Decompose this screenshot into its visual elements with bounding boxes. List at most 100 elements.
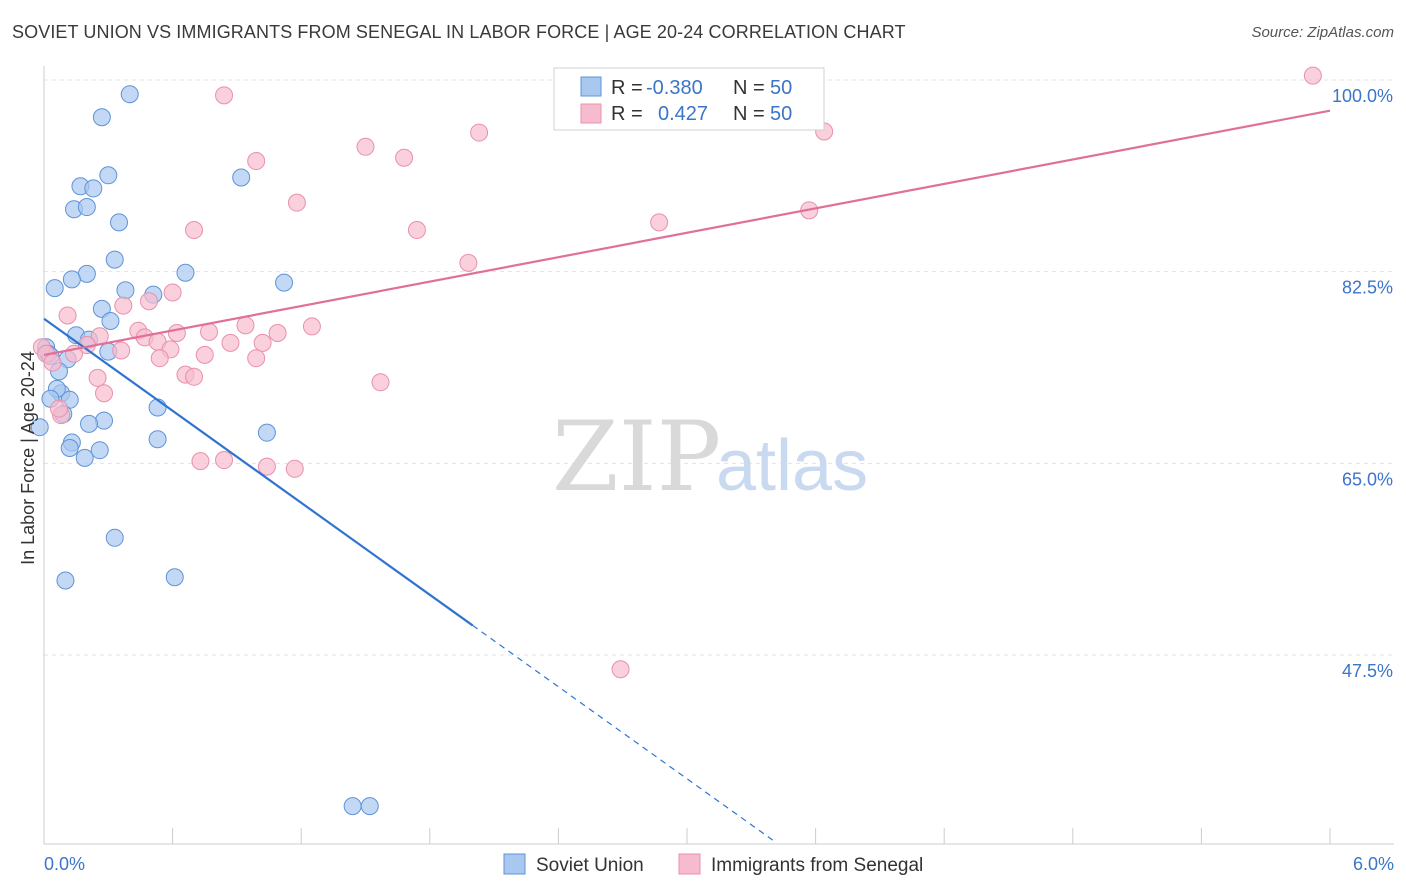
senegal-point [302,317,321,336]
legend-r-value-2: 0.427 [658,103,708,125]
soviet-union-point [116,281,135,300]
soviet-union-point [77,264,96,283]
bottom-legend-soviet: Soviet Union [536,855,644,876]
legend-n-label-2: N = [733,103,765,125]
senegal-point [470,123,489,142]
legend-r-value-1: -0.380 [646,77,703,99]
senegal-point [287,193,306,212]
senegal-point [140,292,159,311]
senegal-point [95,384,114,403]
senegal-point [1303,66,1322,85]
senegal-point [167,324,186,342]
senegal-point [407,221,426,240]
soviet-union-point [62,270,81,289]
y-tick-label: 82.5% [1342,278,1393,298]
soviet-union-point [176,263,195,282]
soviet-union-point [105,528,124,547]
soviet-union-point [56,571,75,590]
senegal-point [50,399,69,418]
soviet-union-point [30,418,49,437]
soviet-union-point [92,108,111,127]
soviet-union-point [148,430,167,449]
senegal-point [195,345,214,364]
legend-r-label-1: R = [611,77,643,99]
soviet-union-point [95,411,114,430]
senegal-point [285,459,304,478]
soviet-union-point [80,414,99,433]
senegal-point [253,333,272,352]
watermark-atlas: atlas [716,426,868,506]
senegal-point [191,452,210,471]
soviet-union-point [101,311,120,330]
watermark-zip: ZIP [552,401,721,513]
senegal-point [611,660,630,679]
x-tick-label: 6.0% [1353,854,1394,874]
soviet-union-trend-line [43,317,474,627]
soviet-union-point [75,448,94,467]
legend-box: R = -0.380 N = 50 R = 0.427 N = 50 [553,67,825,131]
bottom-legend: Soviet Union Immigrants from Senegal [503,853,923,876]
bottom-legend-senegal: Immigrants from Senegal [711,855,923,876]
y-tick-labels: 47.5% 65.0% 82.5% 100.0% [1332,86,1393,681]
soviet-union-point [360,797,379,816]
soviet-union-point [77,198,96,217]
senegal-point [236,316,255,335]
senegal-point [185,221,204,240]
senegal-point [268,324,287,342]
soviet-union-point [60,439,79,457]
soviet-union-trend-extension [472,624,774,841]
senegal-point [43,353,62,372]
soviet-union-point [105,250,124,269]
soviet-union-point [45,279,64,298]
soviet-union-point [120,85,139,104]
y-tick-label: 100.0% [1332,86,1393,106]
senegal-point [247,152,266,171]
senegal-point [163,283,182,302]
legend-n-value-1: 50 [770,77,792,99]
senegal-point [114,296,133,315]
chart-title: SOVIET UNION VS IMMIGRANTS FROM SENEGAL … [12,22,906,42]
senegal-point [215,86,234,105]
soviet-union-point [99,166,118,185]
legend-r-label-2: R = [611,103,643,125]
soviet-union-point [110,213,129,232]
senegal-point [185,367,204,386]
senegal-point [247,349,266,368]
senegal-point [221,333,240,352]
y-tick-label: 65.0% [1342,469,1393,489]
soviet-union-point [90,441,109,460]
watermark: ZIP atlas [552,401,868,513]
senegal-point [650,213,669,232]
soviet-union-point [84,179,103,198]
legend-n-label-1: N = [733,77,765,99]
senegal-point [112,341,131,360]
bottom-legend-swatch-soviet [503,853,526,875]
soviet-union-point [257,423,276,442]
trend-lines [43,109,1331,841]
soviet-union-point [275,273,294,292]
y-tick-label: 47.5% [1342,661,1393,681]
soviet-union-point [148,398,167,417]
senegal-trend-line [43,109,1331,356]
senegal-point [356,137,375,156]
x-tick-label: 0.0% [44,854,85,874]
senegal-point [88,368,107,387]
soviet-union-point [232,168,251,187]
legend-swatch-soviet [580,76,602,97]
senegal-point [150,349,169,368]
senegal-point [257,457,276,476]
source-label: Source: ZipAtlas.com [1251,24,1394,41]
y-axis-label: In Labor Force | Age 20-24 [18,351,38,565]
axes [43,66,1394,845]
legend-n-value-2: 50 [770,103,792,125]
x-tick-marks [43,828,1331,844]
senegal-point [395,148,414,167]
soviet-union-point [165,568,184,587]
senegal-point [371,373,390,392]
soviet-union-point [343,797,362,816]
senegal-point [215,451,234,470]
senegal-point [459,253,478,272]
senegal-point [58,306,77,325]
x-tick-labels: 0.0% 6.0% [44,854,1394,874]
